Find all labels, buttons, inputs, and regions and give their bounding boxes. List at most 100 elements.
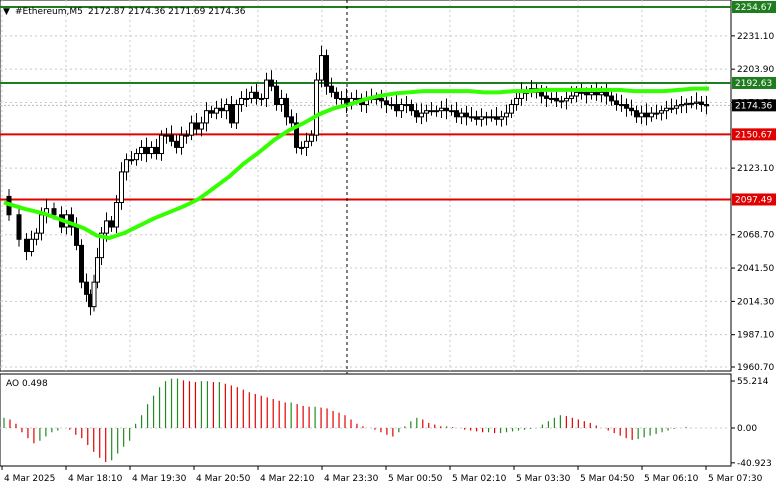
candle-body	[254, 91, 259, 99]
candle-body	[499, 116, 504, 120]
candle-body	[614, 100, 619, 106]
candle-body	[119, 171, 124, 204]
candle-body	[114, 202, 119, 228]
level-tag-support	[732, 193, 776, 206]
time-axis: 4 Mar 2025 4 Mar 18:10 4 Mar 19:30 4 Mar 20…	[1, 466, 763, 484]
candle-body	[224, 104, 229, 112]
time-tick-label: 4 Mar 22:10	[260, 474, 315, 484]
candle-body	[574, 91, 579, 97]
price-tick-label: 1987.10	[737, 331, 774, 341]
candle-body	[444, 107, 449, 112]
candle-body	[594, 91, 599, 96]
candle-body	[249, 91, 254, 99]
candle-body	[309, 134, 314, 142]
level-tag-current	[732, 99, 776, 112]
candle-body	[314, 79, 319, 136]
time-tick-label: 5 Mar 04:50	[580, 474, 635, 484]
candle-body	[304, 140, 309, 148]
candle-body	[639, 112, 644, 118]
level-tag-label: 2150.67	[735, 130, 772, 140]
candle-body	[269, 79, 274, 87]
candle-body	[264, 79, 269, 99]
candle-body	[244, 97, 249, 100]
level-tag-resistance	[732, 76, 776, 89]
candle-body	[214, 107, 219, 114]
time-tick-label: 5 Mar 06:10	[644, 474, 699, 484]
candle-body	[324, 55, 329, 87]
candle-body	[389, 104, 394, 107]
candle-body	[439, 107, 444, 112]
candle-body	[184, 134, 189, 137]
time-tick-label: 5 Mar 02:10	[452, 474, 507, 484]
candle-body	[79, 244, 84, 283]
ao-axis: 55.214 0.00 -40.923	[731, 377, 772, 469]
ao-tick-label: -40.923	[737, 459, 772, 469]
candle-body	[329, 85, 334, 93]
window-menu-icon[interactable]: ▼	[3, 7, 10, 17]
candle-body	[684, 102, 689, 106]
candle-body	[554, 97, 559, 102]
candle-body	[454, 110, 459, 118]
candle-body	[664, 107, 669, 112]
candle-body	[699, 101, 704, 106]
candle-body	[339, 97, 344, 100]
candle-body	[619, 104, 624, 107]
candle-body	[434, 110, 439, 113]
price-tick-label: 2123.10	[737, 164, 774, 174]
candle-body	[294, 122, 299, 148]
candle-body	[229, 104, 234, 124]
ma-line	[3, 86, 709, 241]
level-tag-label: 2254.67	[735, 3, 772, 13]
candle-body	[484, 116, 489, 119]
price-series	[6, 45, 709, 316]
horizontal-levels	[0, 6, 731, 201]
ao-tick-label: 0.00	[737, 424, 757, 434]
candle-body	[334, 91, 339, 99]
candle-body	[564, 97, 569, 102]
candle-body	[589, 91, 594, 96]
candle-body	[39, 214, 44, 234]
candle-body	[549, 97, 554, 100]
candle-body	[504, 112, 509, 118]
candle-body	[24, 238, 29, 253]
candle-body	[299, 146, 304, 149]
candle-body	[354, 97, 359, 100]
ohlc-values: 2172.87 2174.36 2171.69 2174.36	[88, 7, 246, 17]
level-tag-label: 2097.49	[735, 195, 772, 205]
candle-body	[284, 97, 289, 118]
candle-body	[239, 97, 244, 106]
candle-body	[219, 107, 224, 112]
candle-body	[509, 104, 514, 114]
candle-body	[514, 97, 519, 106]
candle-body	[289, 116, 294, 124]
level-tag-top	[732, 1, 776, 13]
ao-histogram	[3, 378, 687, 463]
candle-body	[259, 97, 264, 100]
candle-body	[494, 116, 499, 120]
candle-body	[169, 134, 174, 142]
candle-body	[519, 91, 524, 99]
candle-body	[194, 122, 199, 130]
candle-body	[154, 146, 159, 155]
candle-body	[469, 116, 474, 119]
candle-body	[16, 214, 22, 240]
candle-body	[624, 104, 629, 109]
candle-body	[679, 104, 684, 107]
candle-body	[394, 104, 399, 112]
time-tick-label: 5 Mar 00:50	[388, 474, 443, 484]
time-tick-label: 4 Mar 20:50	[196, 474, 251, 484]
candle-body	[29, 238, 34, 253]
ao-pane: AO 0.498	[0, 373, 732, 467]
candle-body	[159, 134, 164, 155]
candle-body	[234, 104, 239, 124]
candle-body	[584, 91, 589, 96]
candle-body	[634, 110, 639, 118]
candle-body	[404, 104, 409, 107]
candle-body	[674, 105, 679, 109]
candle-body	[539, 91, 544, 97]
candle-body	[429, 110, 434, 113]
price-tick-label: 2203.90	[737, 65, 774, 75]
candle-body	[379, 97, 384, 102]
candle-body	[51, 208, 57, 216]
